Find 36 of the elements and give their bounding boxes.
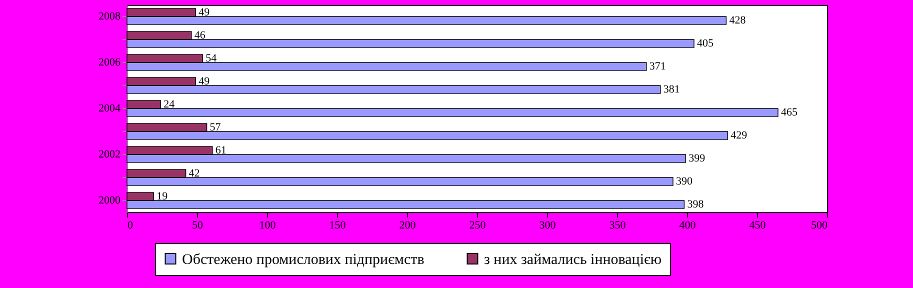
y-tick-label: 2000 — [98, 194, 121, 206]
data-label: 398 — [687, 198, 704, 211]
legend-label: з них займались інновацією — [484, 252, 662, 268]
x-tick-label: 350 — [609, 220, 626, 232]
x-tick-label: 50 — [192, 220, 204, 232]
x-tick-label: 500 — [811, 220, 828, 232]
x-tick-label: 150 — [329, 220, 346, 232]
x-tick-label: 250 — [469, 220, 486, 232]
data-label: 381 — [663, 84, 680, 96]
data-label: 429 — [730, 130, 748, 142]
data-label: 49 — [198, 6, 210, 18]
data-label: 19 — [156, 190, 168, 202]
x-tick-label: 200 — [399, 220, 416, 232]
data-label: 42 — [188, 167, 200, 180]
x-tick-label: 400 — [679, 220, 696, 232]
x-tick-label: 450 — [749, 220, 766, 232]
data-label: 54 — [206, 52, 218, 64]
x-tick-label: 100 — [259, 220, 276, 232]
data-label: 465 — [781, 106, 798, 119]
data-label: 61 — [215, 144, 226, 156]
data-label: 390 — [676, 176, 693, 188]
y-tick-label: 2008 — [98, 10, 121, 22]
y-tick-label: 2002 — [98, 148, 120, 160]
legend-label: Обстежено промислових підприємств — [182, 252, 424, 268]
y-tick-label: 2004 — [98, 102, 121, 114]
data-label: 428 — [729, 14, 746, 27]
data-label: 49 — [198, 75, 210, 88]
data-label: 371 — [649, 60, 666, 73]
data-label: 57 — [210, 121, 222, 134]
data-label: 24 — [164, 98, 176, 110]
data-label: 399 — [688, 152, 706, 165]
x-tick-label: 300 — [539, 220, 556, 232]
y-tick-label: 2006 — [98, 56, 121, 68]
x-tick-label: 0 — [128, 220, 134, 232]
data-label: 405 — [697, 38, 714, 50]
data-label: 46 — [194, 29, 206, 42]
